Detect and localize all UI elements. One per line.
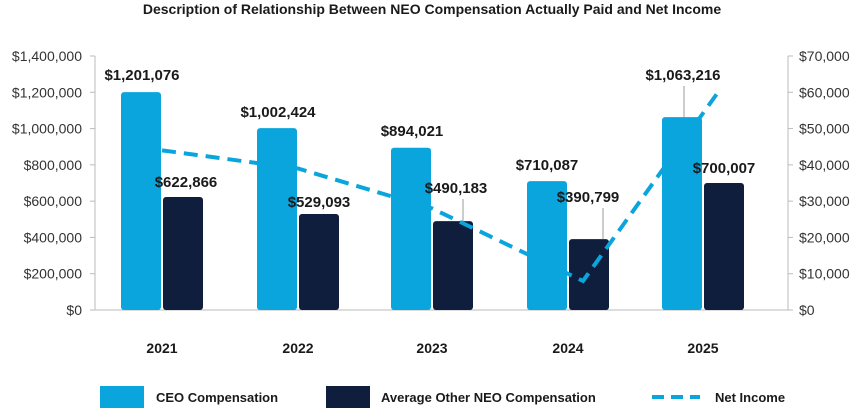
data-label-ceo-2023: $894,021 xyxy=(381,123,444,140)
bar-other-neo-2022 xyxy=(299,214,339,310)
legend-label-other-neo: Average Other NEO Compensation xyxy=(381,390,596,405)
left-axis: $0 $200,000 $400,000 $600,000 $800,000 $1,000… xyxy=(12,48,95,318)
data-label-ceo-2025: $1,063,216 xyxy=(645,67,720,84)
bar-ceo-2021 xyxy=(121,92,161,310)
category-label-2025: 2025 xyxy=(687,340,718,356)
left-axis-tick-label: $1,000,000 xyxy=(12,121,82,137)
left-axis-tick-label: $200,000 xyxy=(24,266,83,282)
bar-ceo-2024 xyxy=(527,181,567,310)
right-axis-tick-label: $60,000 xyxy=(799,84,850,100)
legend-label-net-income: Net Income xyxy=(715,390,785,405)
legend: CEO Compensation Average Other NEO Compe… xyxy=(100,386,785,408)
right-axis-tick-label: $50,000 xyxy=(799,121,850,137)
bar-ceo-2025 xyxy=(662,117,702,311)
data-label-ceo-2024: $710,087 xyxy=(516,157,579,174)
leader-lines xyxy=(462,86,685,239)
left-axis-tick-label: $1,400,000 xyxy=(12,48,82,64)
data-label-ceo-2021: $1,201,076 xyxy=(104,67,179,84)
bar-other-neo-2025 xyxy=(704,182,744,310)
right-axis-tick-label: $70,000 xyxy=(799,48,850,64)
bar-ceo-2023 xyxy=(391,147,431,310)
data-label-other-neo-2024: $390,799 xyxy=(557,189,620,206)
category-label-2023: 2023 xyxy=(416,340,447,356)
bars xyxy=(121,92,744,311)
data-label-other-neo-2023: $490,183 xyxy=(425,180,488,197)
legend-swatch-ceo xyxy=(100,386,144,408)
category-label-2021: 2021 xyxy=(146,340,177,356)
legend-label-ceo: CEO Compensation xyxy=(156,390,278,405)
category-label-2022: 2022 xyxy=(282,340,313,356)
left-axis-tick-label: $0 xyxy=(66,302,82,318)
data-label-other-neo-2022: $529,093 xyxy=(288,194,351,211)
x-axis-categories: 2021 2022 2023 2024 2025 xyxy=(146,340,718,356)
data-labels: $1,201,076 $622,866 $1,002,424 $529,093 $894… xyxy=(104,67,755,211)
bar-other-neo-2023 xyxy=(433,221,473,310)
right-axis-tick-label: $0 xyxy=(799,302,815,318)
legend-swatch-other-neo xyxy=(326,386,370,408)
bar-ceo-2022 xyxy=(257,128,297,310)
left-axis-tick-label: $800,000 xyxy=(24,157,83,173)
data-label-ceo-2022: $1,002,424 xyxy=(240,104,316,121)
right-axis-tick-label: $20,000 xyxy=(799,229,850,245)
right-axis-tick-label: $30,000 xyxy=(799,193,850,209)
data-label-other-neo-2025: $700,007 xyxy=(693,160,756,177)
left-axis-tick-label: $400,000 xyxy=(24,229,83,245)
right-axis-tick-label: $10,000 xyxy=(799,266,850,282)
category-label-2024: 2024 xyxy=(552,340,583,356)
net-income-line xyxy=(161,91,720,284)
chart-title: Description of Relationship Between NEO … xyxy=(143,1,721,17)
left-axis-tick-label: $1,200,000 xyxy=(12,84,82,100)
net-income-series xyxy=(161,91,720,284)
data-label-other-neo-2021: $622,866 xyxy=(155,174,218,191)
bar-other-neo-2021 xyxy=(163,196,203,310)
right-axis-tick-label: $40,000 xyxy=(799,157,850,173)
right-axis: $0 $10,000 $20,000 $30,000 $40,000 $50,000 $60… xyxy=(788,48,850,318)
left-axis-tick-label: $600,000 xyxy=(24,193,83,209)
